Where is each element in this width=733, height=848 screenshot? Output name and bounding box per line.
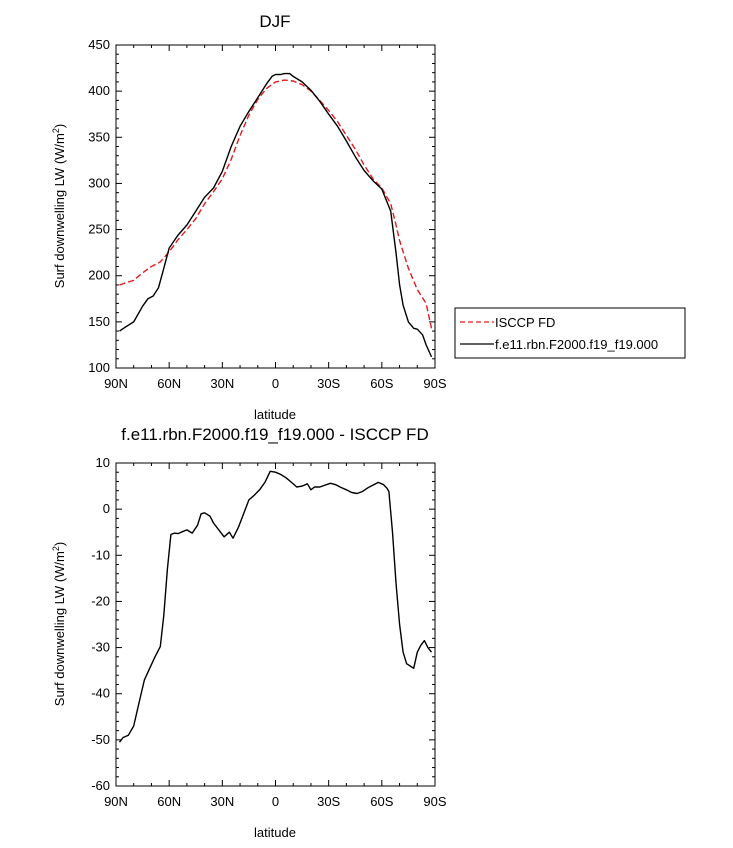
top-xtick-label: 30N xyxy=(210,376,234,391)
top-plot-frame xyxy=(115,44,436,369)
top-ytick-label: 450 xyxy=(88,37,110,52)
bottom-xtick-label: 90N xyxy=(104,794,128,809)
top-xtick-label: 60S xyxy=(370,376,393,391)
top-xtick-label: 90N xyxy=(104,376,128,391)
bottom-series-lines xyxy=(118,470,433,743)
bottom-xtick-label: 0 xyxy=(272,794,279,809)
top-ytick-label: 150 xyxy=(88,314,110,329)
bottom-y-axis-label: Surf downwelling LW (W/m2) xyxy=(51,542,67,706)
bottom-xtick-label: 60S xyxy=(370,794,393,809)
bottom-xtick-label: 30S xyxy=(317,794,340,809)
bottom-xtick-label: 30N xyxy=(210,794,234,809)
legend-label-isccp: ISCCP FD xyxy=(495,315,555,330)
top-ytick-label: 100 xyxy=(88,360,110,375)
top-series-line-1 xyxy=(119,72,433,358)
top-ytick-label: 400 xyxy=(88,83,110,98)
bottom-series-line-0 xyxy=(118,470,433,743)
top-ytick-label: 300 xyxy=(88,175,110,190)
top-y-axis-label-main: Surf downwelling LW (W/m xyxy=(52,133,67,288)
top-xtick-label: 0 xyxy=(272,376,279,391)
legend-label-model: f.e11.rbn.F2000.f19_f19.000 xyxy=(495,337,658,352)
top-ytick-label: 350 xyxy=(88,129,110,144)
bottom-y-axis-label-sup: 2 xyxy=(51,546,61,551)
bottom-ytick-label: -40 xyxy=(91,686,110,701)
top-xtick-label: 90S xyxy=(423,376,446,391)
top-chart-title: DJF xyxy=(259,12,290,31)
top-xtick-label: 60N xyxy=(157,376,181,391)
bottom-chart-title: f.e11.rbn.F2000.f19_f19.000 - ISCCP FD xyxy=(121,425,428,444)
bottom-y-axis-label-close: ) xyxy=(52,542,67,546)
bottom-y-axis-label-main: Surf downwelling LW (W/m xyxy=(52,551,67,706)
bottom-ytick-label: 10 xyxy=(96,455,110,470)
bottom-xtick-label: 90S xyxy=(423,794,446,809)
top-series-lines xyxy=(119,72,433,358)
top-ytick-label: 200 xyxy=(88,268,110,283)
legend-box xyxy=(454,307,686,359)
bottom-ytick-label: -50 xyxy=(91,732,110,747)
top-series-line-0 xyxy=(119,79,433,329)
bottom-ytick-label: -20 xyxy=(91,593,110,608)
bottom-ytick-label: -30 xyxy=(91,640,110,655)
bottom-ticks: 90N 60N 30N 0 30S 60S 90S -60 -50 -40 -30 -20 -10 0 10 xyxy=(91,455,447,809)
top-ytick-label: 250 xyxy=(88,222,110,237)
bottom-xtick-label: 60N xyxy=(157,794,181,809)
bottom-ytick-label: -10 xyxy=(91,547,110,562)
top-y-axis-label: Surf downwelling LW (W/m2) xyxy=(51,124,67,288)
top-xtick-label: 30S xyxy=(317,376,340,391)
top-ticks: 90N 60N 30N 0 30S 60S 90S 100 150 200 250 300 350 400… xyxy=(88,37,447,391)
bottom-x-axis-label: latitude xyxy=(254,825,296,840)
top-panel: DJF 90N 60N 30N 0 30S 60S 90S 100 150 200 250 300 35… xyxy=(51,12,447,422)
top-y-axis-label-sup: 2 xyxy=(51,128,61,133)
top-x-axis-label: latitude xyxy=(254,407,296,422)
bottom-ytick-label: -60 xyxy=(91,778,110,793)
legend: ISCCP FD f.e11.rbn.F2000.f19_f19.000 xyxy=(454,307,686,359)
top-y-axis-label-close: ) xyxy=(52,124,67,128)
bottom-plot-frame xyxy=(115,462,436,787)
bottom-ytick-label: 0 xyxy=(103,501,110,516)
bottom-panel: f.e11.rbn.F2000.f19_f19.000 - ISCCP FD 9… xyxy=(51,425,447,840)
